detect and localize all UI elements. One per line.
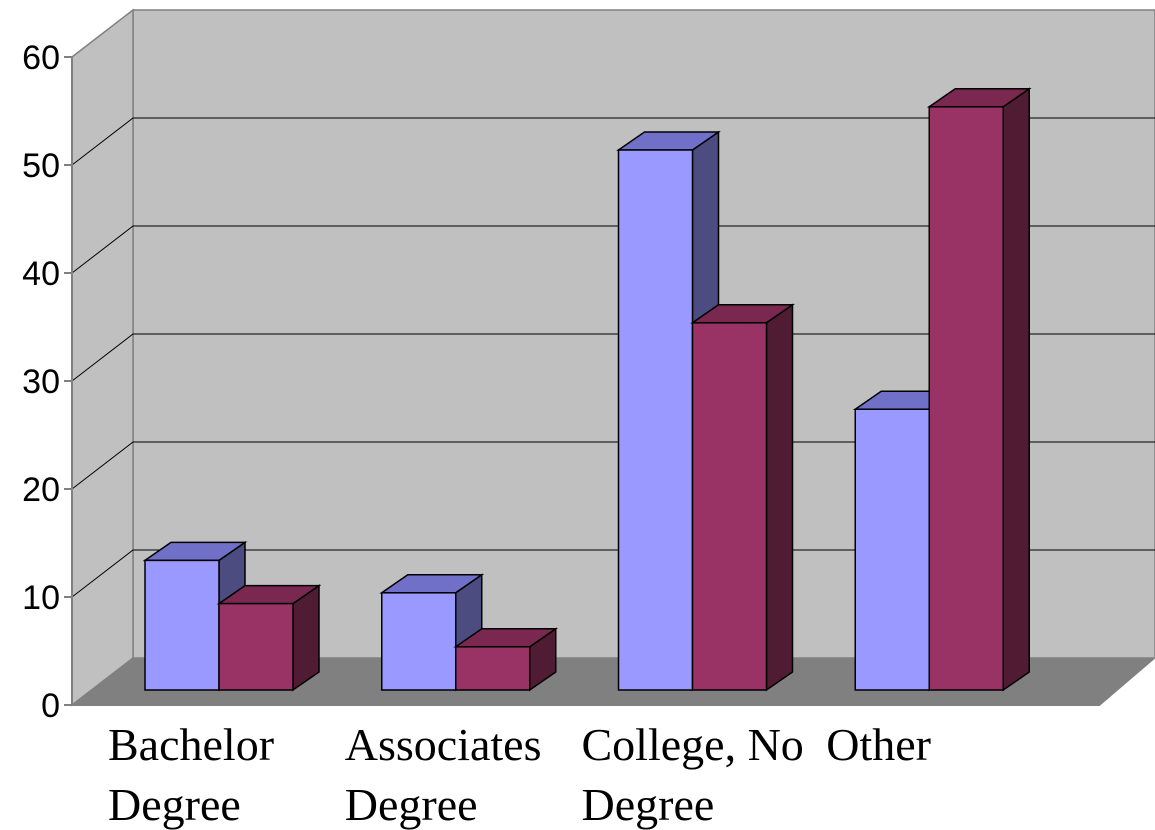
y-tick-label: 30 [22,363,60,401]
x-category-label-line: Degree [345,779,478,830]
bar-front [928,106,1004,691]
gridline [71,441,1155,490]
bar-front [455,646,531,691]
bar-side [765,303,794,692]
x-category-label: Associates Degree [345,719,542,830]
x-category-label-line: College, No [582,719,804,770]
x-category-label-line: Other [826,719,931,770]
bar-front [381,592,457,691]
bar-front [691,322,768,691]
gridline [71,549,1155,598]
y-tick-label: 10 [22,579,60,617]
bar-front [854,408,930,691]
gridlines [71,117,1155,598]
bar-side [1002,87,1030,692]
bars [142,87,1032,692]
x-category-label: Bachelor Degree [108,719,274,830]
y-tick-label: 40 [22,255,60,293]
y-tick-label: 50 [22,147,60,185]
x-category-label-line: Bachelor [108,719,274,770]
y-tick-label: 0 [41,687,60,725]
x-category-label: Other [826,719,931,770]
y-axis-ticks: 0 10 20 30 40 50 60 [22,39,72,725]
gridline [71,117,1155,166]
bar [926,87,1032,692]
gridline [71,333,1155,382]
y-tick-label: 20 [22,471,60,509]
gridline [71,225,1155,274]
y-tick-label: 60 [22,39,60,77]
x-category-label-line: Associates [345,719,542,770]
x-category-label-line: Degree [582,779,715,830]
bar-front [144,559,220,691]
bar-front [617,149,694,691]
bar [216,584,322,692]
bar [690,303,795,692]
x-category-label-line: Degree [108,779,241,830]
bar [453,627,559,692]
bar-front [218,602,294,691]
x-category-label: College, No Degree [582,719,804,830]
